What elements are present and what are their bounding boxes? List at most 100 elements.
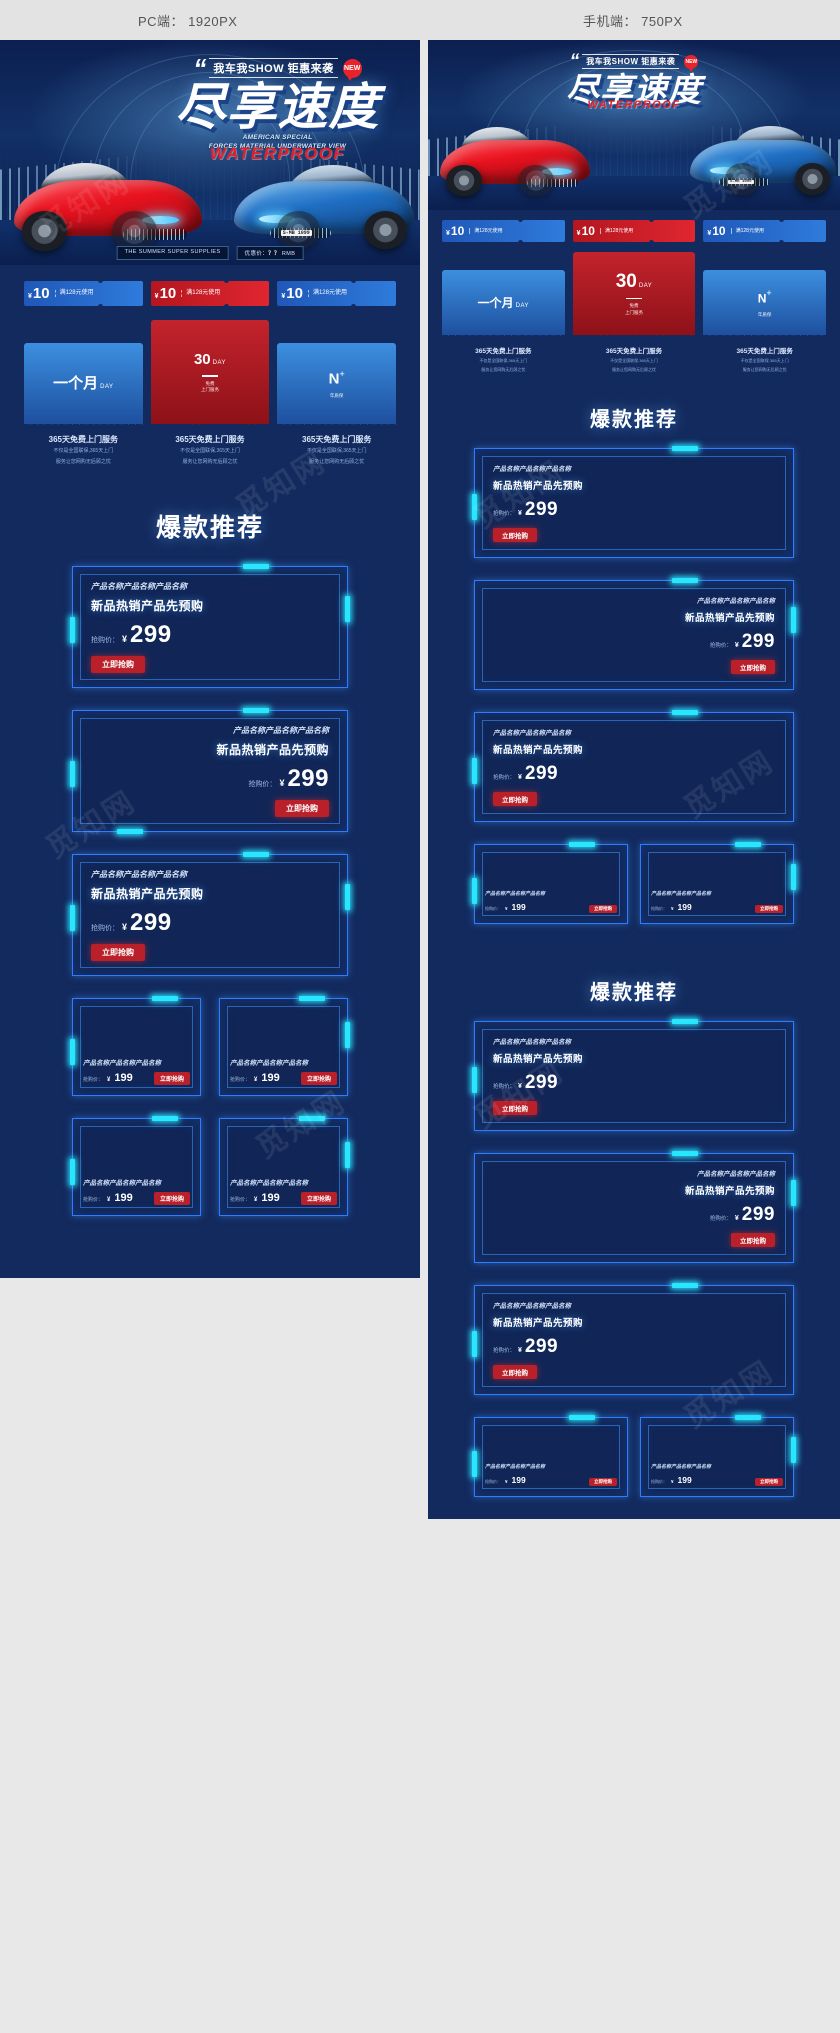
coupon-card[interactable]: ¥ 10 满128元使用	[277, 281, 397, 306]
product-grid-card[interactable]: 产品名称产品名称产品名称 抢购价： ¥ 199 立即抢购	[70, 996, 201, 1096]
buy-now-button[interactable]: 立即抢购	[493, 1101, 537, 1115]
pc-bottom-padding	[0, 1238, 420, 1278]
product-grid-card[interactable]: 产品名称产品名称产品名称 抢购价： ¥ 199 立即抢购	[219, 996, 350, 1096]
product-card[interactable]: 产品名称产品名称产品名称 新品热销产品先预购 抢购价： ¥ 299 立即抢购	[70, 708, 348, 834]
service-ticket-unit: 年质保	[329, 392, 344, 398]
buy-now-button[interactable]: 立即抢购	[755, 1478, 783, 1486]
buy-now-button[interactable]: 立即抢购	[153, 1192, 190, 1205]
coupon-amount: ¥ 10	[707, 225, 730, 237]
product-price-line: 抢购价： ¥ 299	[493, 1336, 775, 1358]
service-desc-2: 服务让您网购无后顾之忧	[612, 367, 656, 372]
price-currency: ¥	[122, 634, 128, 644]
buy-now-button[interactable]: 立即抢购	[91, 944, 145, 961]
price-currency: ¥	[671, 1479, 674, 1484]
product-card[interactable]: 产品名称产品名称产品名称 新品热销产品先预购 抢购价： ¥ 299 立即抢购	[472, 1019, 794, 1131]
buy-now-button[interactable]: 立即抢购	[755, 905, 783, 913]
coupon-value: 10	[450, 224, 465, 238]
service-ticket-sup: +	[339, 368, 345, 379]
product-grid-card[interactable]: 产品名称产品名称产品名称 抢购价： ¥ 199 立即抢购	[472, 842, 628, 924]
neon-node-icon	[791, 863, 796, 890]
coupon-desc: 满128元使用	[730, 228, 764, 234]
neon-node-icon	[472, 1331, 477, 1358]
buy-now-button[interactable]: 立即抢购	[493, 792, 537, 806]
service-ticket-main: 30 DAY	[616, 272, 653, 292]
product-name: 产品名称产品名称产品名称	[83, 1060, 161, 1067]
product-card[interactable]: 产品名称产品名称产品名称 新品热销产品先预购 抢购价： ¥ 299 立即抢购	[474, 578, 796, 690]
buy-now-button[interactable]: 立即抢购	[493, 528, 537, 542]
neon-node-icon	[70, 905, 75, 932]
buy-now-button[interactable]: 立即抢购	[589, 905, 617, 913]
coupon-amount: ¥ 10	[281, 286, 308, 301]
product-card-body: 产品名称产品名称产品名称 新品热销产品先预购 抢购价： ¥ 299 立即抢购	[73, 711, 347, 831]
product-name: 产品名称产品名称产品名称	[493, 1303, 571, 1310]
buy-now-button[interactable]: 立即抢购	[493, 1365, 537, 1379]
price-label: 抢购价：	[493, 775, 516, 781]
mobile-hot-section-title-2: 爆款推荐	[590, 982, 678, 1004]
neon-node-icon	[151, 1116, 178, 1121]
coupon-desc: 满128元使用	[307, 289, 347, 298]
coupon-card[interactable]: ¥ 10 满128元使用	[703, 220, 827, 242]
product-price-line: 抢购价： ¥ 299	[493, 499, 775, 521]
neon-node-icon	[472, 877, 477, 904]
neon-node-icon	[672, 578, 699, 583]
product-grid-card[interactable]: 产品名称产品名称产品名称 抢购价： ¥ 199 立即抢购	[70, 1116, 201, 1216]
product-card[interactable]: 产品名称产品名称产品名称 新品热销产品先预购 抢购价： ¥ 299 立即抢购	[70, 852, 350, 976]
price-currency: ¥	[279, 778, 285, 788]
pc-product-grid-row: 产品名称产品名称产品名称 抢购价： ¥ 199 立即抢购 产品名称产品名称产品名…	[70, 996, 350, 1118]
buy-now-button[interactable]: 立即抢购	[91, 656, 145, 673]
product-card[interactable]: 产品名称产品名称产品名称 新品热销产品先预购 抢购价： ¥ 299 立即抢购	[472, 446, 794, 558]
service-ticket-value: 一个月	[477, 296, 514, 310]
service-ticket-value: 30	[615, 270, 637, 292]
coupon-card[interactable]: ¥ 10 满128元使用	[24, 281, 143, 306]
buy-now-button[interactable]: 立即抢购	[275, 800, 329, 817]
neon-node-icon	[345, 595, 350, 622]
price-currency: ¥	[505, 906, 508, 911]
product-card[interactable]: 产品名称产品名称产品名称 新品热销产品先预购 抢购价： ¥ 299 立即抢购	[472, 1283, 794, 1395]
buy-now-button[interactable]: 立即抢购	[731, 660, 775, 674]
price-label: 抢购价：	[83, 1077, 104, 1083]
product-price-line: 抢购价： ¥ 299	[493, 1072, 775, 1094]
buy-now-button[interactable]: 立即抢购	[153, 1072, 190, 1085]
product-price-line: 抢购价： ¥ 199 立即抢购	[485, 1475, 617, 1486]
hero-title: 尽享速度	[566, 71, 702, 108]
service-title: 365天免费上门服务	[48, 435, 119, 444]
price-label: 抢购价：	[493, 511, 516, 517]
product-name: 产品名称产品名称产品名称	[91, 870, 187, 879]
price-label: 抢购价：	[485, 1479, 501, 1484]
product-name: 产品名称产品名称产品名称	[485, 1464, 546, 1470]
product-card[interactable]: 产品名称产品名称产品名称 新品热销产品先预购 抢购价： ¥ 299 立即抢购	[472, 710, 794, 822]
price-currency: ¥	[518, 1083, 522, 1090]
service-ticket: 30 DAY 免费 上门服务	[150, 320, 270, 429]
price-label: 抢购价：	[651, 1479, 667, 1484]
coupon-amount: ¥ 10	[446, 225, 469, 237]
product-price-line: 抢购价： ¥ 299	[493, 1204, 775, 1226]
product-grid-card[interactable]: 产品名称产品名称产品名称 抢购价： ¥ 199 立即抢购	[640, 1415, 796, 1497]
coupon-yen: ¥	[28, 293, 32, 300]
product-name: 产品名称产品名称产品名称	[230, 1060, 308, 1067]
neon-node-icon	[298, 996, 325, 1001]
price-currency: ¥	[107, 1197, 111, 1203]
product-price: 299	[287, 765, 329, 792]
product-card[interactable]: 产品名称产品名称产品名称 新品热销产品先预购 抢购价： ¥ 299 立即抢购	[70, 564, 350, 688]
product-card[interactable]: 产品名称产品名称产品名称 新品热销产品先预购 抢购价： ¥ 299 立即抢购	[474, 1151, 796, 1263]
product-name: 产品名称产品名称产品名称	[493, 466, 571, 473]
red-car-headlight	[141, 215, 180, 225]
buy-now-button[interactable]: 立即抢购	[300, 1192, 337, 1205]
coupon-card[interactable]: ¥ 10 满128元使用	[572, 220, 696, 242]
buy-now-button[interactable]: 立即抢购	[300, 1072, 337, 1085]
buy-now-button[interactable]: 立即抢购	[589, 1478, 617, 1486]
coupon-card[interactable]: ¥ 10 满128元使用	[150, 281, 270, 306]
hero-title: 尽享速度	[175, 79, 380, 135]
product-grid-card[interactable]: 产品名称产品名称产品名称 抢购价： ¥ 199 立即抢购	[640, 842, 796, 924]
product-grid-card[interactable]: 产品名称产品名称产品名称 抢购价： ¥ 199 立即抢购	[219, 1116, 350, 1216]
service-ticket-value: 30	[193, 351, 211, 369]
preview-columns: “ 我车我SHOW 钜惠来袭 NEW 尽享速度 AMERICAN SPECIAL…	[0, 40, 840, 1519]
red-car-wheel-rear	[111, 210, 157, 252]
product-price: 299	[524, 499, 559, 520]
buy-now-button[interactable]: 立即抢购	[731, 1233, 775, 1247]
product-name: 产品名称产品名称产品名称	[493, 730, 571, 737]
product-price-line: 抢购价： ¥ 199 立即抢购	[83, 1192, 190, 1205]
product-grid-card[interactable]: 产品名称产品名称产品名称 抢购价： ¥ 199 立即抢购	[472, 1415, 628, 1497]
service-ticket-unit: DAY	[212, 360, 227, 367]
coupon-card[interactable]: ¥ 10 满128元使用	[442, 220, 565, 242]
